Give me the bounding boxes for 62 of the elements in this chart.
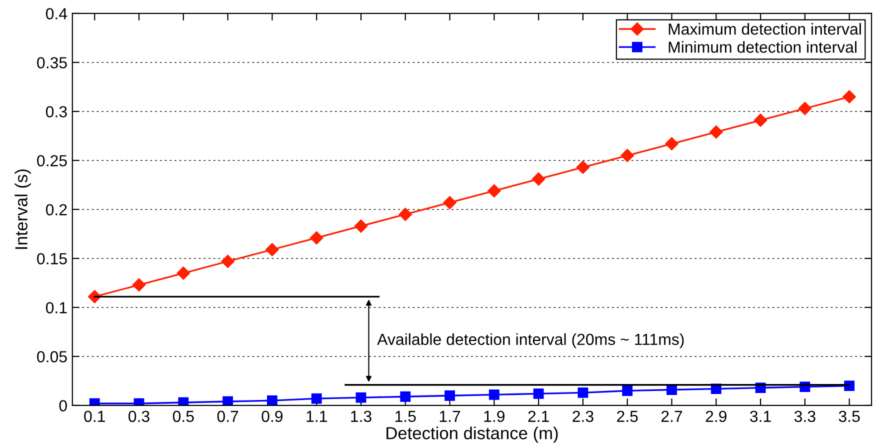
annotation: Available detection interval (20ms ~ 111ms) [377, 333, 684, 348]
y-tick-label: 0.05 [37, 351, 67, 362]
point [622, 386, 633, 396]
x-tick-label: 1.3 [351, 410, 372, 422]
x-tick-label: 3.5 [838, 410, 860, 422]
y-tick-label: 0.1 [46, 302, 67, 314]
point [576, 160, 590, 174]
y-tick-label: 0.4 [46, 8, 68, 20]
x-tick-label: 1.7 [440, 410, 460, 422]
point [266, 243, 279, 256]
x-tick-label: 0.1 [84, 410, 105, 422]
point [178, 397, 189, 406]
x-tick-label: 1.5 [395, 410, 416, 422]
y-axis-title: Interval (s) [14, 170, 31, 249]
x-tick-label: 2.9 [706, 410, 726, 422]
x-tick-label: 2.5 [617, 410, 638, 422]
x-tick-label: 3.1 [750, 410, 771, 422]
x-tick-label: 0.9 [262, 410, 283, 422]
legend-label: Maximum detection interval [668, 23, 861, 35]
point [488, 184, 501, 198]
point [443, 196, 456, 210]
point [620, 148, 634, 162]
point [311, 393, 322, 404]
point [354, 220, 368, 233]
point [356, 392, 366, 403]
x-tick-label: 3.3 [794, 410, 816, 422]
point [400, 391, 411, 402]
legend-label: Minimum detection interval [668, 41, 856, 53]
y-tick-label: 0.2 [46, 204, 67, 216]
point [488, 389, 500, 400]
point [798, 102, 812, 116]
point [532, 172, 546, 186]
point [266, 395, 278, 406]
point [533, 388, 544, 399]
point [310, 231, 324, 244]
y-tick-label: 0.25 [37, 155, 67, 166]
point [176, 266, 190, 280]
point [710, 125, 723, 139]
x-tick-label: 0.5 [172, 410, 194, 422]
point [221, 254, 234, 268]
point [398, 208, 412, 221]
point [132, 278, 146, 292]
y-tick-label: 0 [59, 400, 67, 412]
x-tick-label: 2.3 [572, 410, 594, 422]
point [665, 137, 678, 150]
point [444, 390, 455, 401]
point [666, 384, 677, 395]
y-tick-label: 0.3 [46, 106, 67, 118]
y-tick-label: 0.35 [37, 57, 67, 68]
x-tick-label: 1.9 [484, 410, 505, 422]
x-tick-label: 0.7 [217, 410, 238, 422]
x-tick-label: 2.7 [661, 410, 682, 422]
point [578, 387, 588, 398]
point [842, 90, 856, 104]
x-tick-label: 0.3 [128, 410, 150, 422]
point [844, 380, 855, 392]
point [222, 396, 233, 406]
x-axis-title: Detection distance (m) [386, 426, 558, 443]
y-tick-label: 0.15 [37, 253, 67, 264]
x-tick-label: 2.1 [528, 410, 549, 422]
point [754, 114, 768, 127]
x-tick-label: 1.1 [306, 410, 327, 422]
